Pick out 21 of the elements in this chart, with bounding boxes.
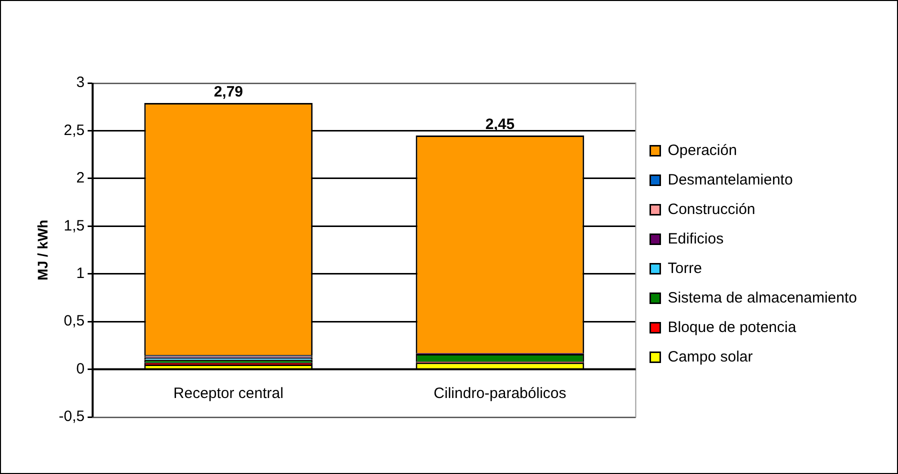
y-tick-label: 0 — [76, 360, 85, 378]
legend-label: Operación — [668, 142, 737, 159]
y-tick-label: -0,5 — [58, 408, 85, 426]
y-tick-label: 1 — [76, 265, 85, 282]
y-axis-title: MJ / kWh — [34, 220, 50, 280]
x-tick-label: Receptor central — [173, 384, 284, 402]
y-tick-label: 3 — [76, 74, 85, 92]
y-tick-label: 2 — [76, 170, 85, 187]
legend-label: Sistema de almacenamiento — [668, 289, 857, 306]
total-label: 2,45 — [485, 116, 515, 134]
legend-label: Bloque de potencia — [668, 318, 797, 336]
total-label: 2,79 — [214, 84, 244, 101]
x-tick-label: Cilindro-parabólicos — [434, 384, 566, 402]
y-tick-label: 0,5 — [64, 312, 85, 330]
legend-label: Campo solar — [668, 348, 753, 366]
legend-label: Construcción — [668, 200, 756, 218]
y-tick-label: 1,5 — [64, 217, 85, 234]
y-tick-label: 2,5 — [64, 122, 85, 139]
legend-label: Desmantelamiento — [668, 171, 793, 188]
legend-label: Edificios — [668, 230, 724, 248]
legend-label: Torre — [668, 260, 702, 277]
